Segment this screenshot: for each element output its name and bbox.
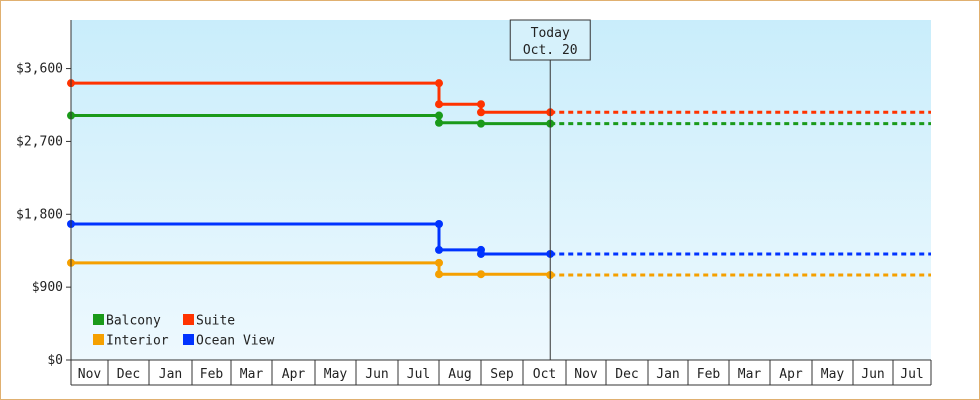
legend-label: Ocean View [196, 334, 274, 349]
data-point [477, 249, 485, 258]
data-point [435, 100, 443, 109]
y-tick-label: $900 [32, 280, 63, 295]
x-month-label: Feb [697, 367, 721, 382]
data-point [435, 118, 443, 127]
y-tick-label: $3,600 [16, 62, 63, 77]
legend-swatch [93, 314, 104, 325]
axes: $0 $900 $1,800 $2,700 $3,600 Nov Dec Jan Feb Mar A… [16, 20, 932, 386]
data-point [435, 220, 443, 228]
y-tick-label: $1,800 [16, 207, 63, 222]
today-marker: Today Oct. 20 [509, 19, 591, 360]
legend-label: Interior [106, 334, 169, 349]
x-month-label: Sep [490, 367, 514, 382]
x-month-label: Aug [448, 367, 471, 382]
legend-label: Suite [196, 314, 235, 329]
x-month-label: Dec [615, 367, 638, 382]
data-point [477, 100, 485, 109]
x-month-label: Apr [779, 367, 803, 382]
series-line [71, 114, 551, 126]
x-month-label: Nov [78, 367, 102, 382]
legend-swatch [183, 334, 194, 345]
data-point [435, 111, 443, 120]
legend: Balcony Suite Interior Ocean View [93, 314, 274, 349]
x-month-label: May [324, 367, 348, 382]
x-month-label: Jul [407, 367, 430, 382]
data-point [477, 119, 485, 128]
x-month-label: May [821, 367, 845, 382]
data-point [435, 270, 443, 279]
x-month-label: Oct [533, 367, 556, 382]
series-ocean-view [67, 220, 931, 258]
x-month-label: Nov [574, 367, 598, 382]
x-month-label: Feb [200, 367, 224, 382]
x-month-label: Jun [861, 367, 884, 382]
data-point [435, 258, 443, 267]
data-point [477, 108, 485, 117]
data-point [435, 245, 443, 254]
series-balcony [67, 111, 931, 128]
series-line [71, 222, 551, 256]
y-tick-label: $2,700 [16, 134, 63, 149]
data-point [435, 79, 443, 88]
x-month-label: Jun [365, 367, 388, 382]
today-label: Today [531, 26, 570, 41]
series-layer [67, 79, 931, 279]
series-suite [67, 79, 931, 117]
x-month-label: Mar [738, 367, 762, 382]
today-date: Oct. 20 [523, 43, 578, 58]
x-month-label: Jan [656, 367, 679, 382]
plot-background [71, 20, 931, 360]
x-month-label: Dec [117, 367, 140, 382]
x-month-label: Jan [159, 367, 182, 382]
x-month-label: Jul [900, 367, 923, 382]
y-tick-label: $0 [47, 353, 63, 368]
legend-swatch [183, 314, 194, 325]
legend-swatch [93, 334, 104, 345]
x-month-label: Apr [282, 367, 306, 382]
data-point [477, 270, 485, 279]
legend-label: Balcony [106, 314, 161, 329]
today-box [509, 19, 591, 61]
series-line [71, 81, 551, 114]
x-month-label: Mar [240, 367, 264, 382]
